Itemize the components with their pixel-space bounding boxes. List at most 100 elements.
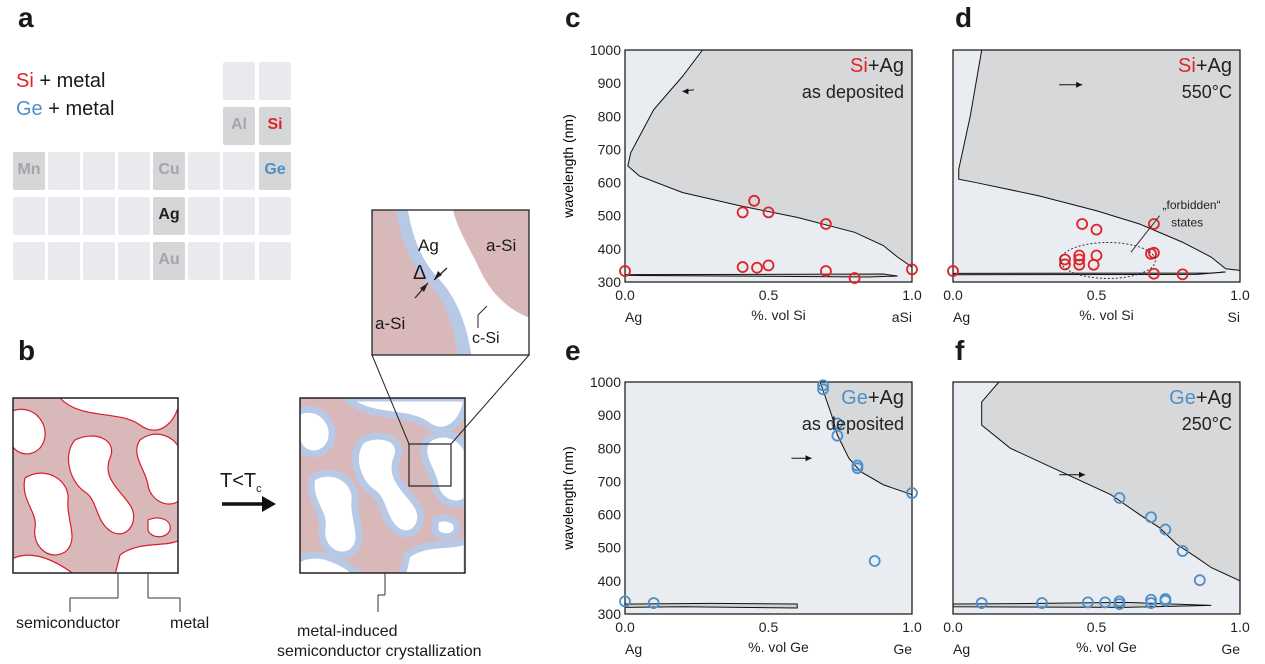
transition-text: T<T [220,470,257,492]
data-point [1073,253,1086,266]
pt-cell-empty [223,242,255,280]
forbidden-pointer [1130,215,1161,253]
y-axis-label: wavelength (nm) [560,114,576,219]
x-tick-label: 0.5 [1087,619,1107,635]
pt-cell-au: Au [153,242,185,280]
data-point [1076,218,1089,230]
panel-label-f: f [955,335,965,366]
x-tick-label: 1.0 [902,287,922,303]
epsilon-positive-region [981,381,1241,582]
data-point [868,555,881,567]
data-point [1159,523,1172,536]
epsilon-positive-region [958,49,1241,271]
y-tick-label: 600 [598,175,622,191]
chart-title-element: Si [1178,55,1196,77]
pt-cell-empty [83,152,115,190]
y-tick-label: 300 [598,606,622,622]
data-point [848,272,861,284]
x-left-end-label: Ag [953,641,970,657]
data-point [736,261,749,273]
data-point [1145,593,1157,606]
data-point [1081,596,1094,609]
data-point [619,595,631,608]
chart-title-metal: +Ag [868,387,904,409]
x-tick-label: 0.0 [615,287,635,303]
legend-ge-rest: + metal [42,98,115,120]
pt-cell-empty [13,242,45,280]
pt-cell-empty [13,197,45,235]
forbidden-region [1060,241,1156,279]
pt-cell-ge: Ge [259,152,291,190]
epsilon-positive-region [819,381,913,496]
caption-line2: semiconductor crystallization [277,643,482,660]
x-left-end-label: Ag [953,309,970,325]
data-point [1113,598,1126,610]
data-point [1176,545,1189,557]
chart-title: Si+Ag [850,55,904,77]
pt-cell-empty [188,242,220,280]
data-point [748,194,761,207]
panel-label-a: a [18,2,34,33]
pt-cell-empty [118,152,150,190]
x-tick-label: 0.0 [615,619,635,635]
data-point [1059,253,1071,266]
data-point [751,261,763,274]
y-tick-label: 600 [598,507,622,523]
pt-al-label: Al [231,116,247,133]
pt-cell-empty [48,197,80,235]
chart-title-element: Si [850,55,868,77]
data-point [1113,492,1126,504]
semiconductor-metal-micrograph [13,398,178,573]
panel-label-c: c [565,2,581,33]
pt-cell-empty [259,197,291,235]
data-point [1090,223,1103,236]
x-left-end-label: Ag [625,641,642,657]
chart-title: Si+Ag [1178,55,1232,77]
x-right-end-label: Ge [893,641,912,657]
plot-frame [952,381,1241,615]
data-point [1099,596,1112,609]
inset-ag-label: Ag [418,236,439,255]
panel-label-e: e [565,335,581,366]
data-point [906,487,918,499]
x-axis-label: %. vol Ge [1076,639,1137,655]
pt-cell-empty [259,62,291,100]
chart-title: Ge+Ag [1169,387,1232,409]
chart-title: Ge+Ag [841,387,904,409]
y-tick-label: 900 [598,75,622,91]
pt-cell-empty [188,197,220,235]
y-tick-label: 400 [598,573,622,589]
data-point [762,206,775,219]
pt-si-label: Si [267,116,283,133]
inset-zoom [372,210,529,355]
pt-cu-label: Cu [158,161,180,178]
pt-cell-empty [83,242,115,280]
plot-frame [624,49,913,283]
label-forbidden: „forbidden“ [1163,198,1221,212]
chart-title-element: Ge [841,387,868,409]
data-point [762,259,775,272]
y-tick-label: 700 [598,141,622,157]
y-tick-label: 400 [598,241,622,257]
data-point [1036,597,1048,609]
x-axis-label: %. vol Si [751,307,805,323]
pt-au-label: Au [158,251,180,268]
pt-cell-ag: Ag [153,197,185,235]
data-point [1087,258,1100,271]
pt-cell-empty [188,152,220,190]
legend-si-rest: + metal [33,70,106,92]
legend-si: Si [16,70,34,92]
x-left-end-label: Ag [625,309,642,325]
pt-ge-label: Ge [264,161,286,178]
data-point [619,265,631,277]
pt-cell-empty [223,197,255,235]
eps-zero-arrowhead [682,88,689,95]
chart-subtitle: 550°C [1182,82,1232,102]
chart-title-element: Ge [1169,387,1196,409]
label-states: states [1171,215,1203,229]
data-point [975,597,988,609]
data-point [817,383,829,396]
